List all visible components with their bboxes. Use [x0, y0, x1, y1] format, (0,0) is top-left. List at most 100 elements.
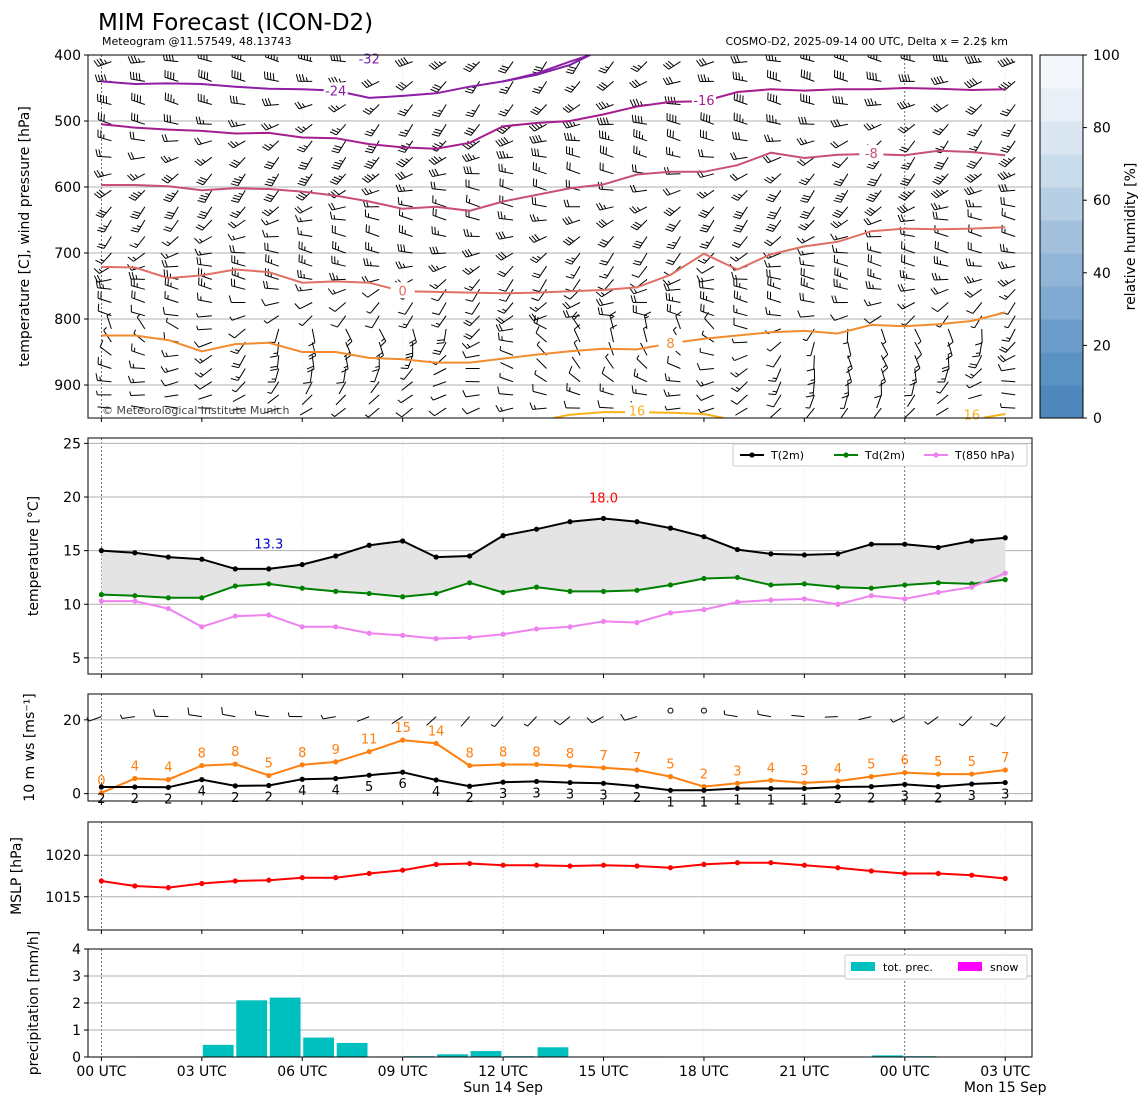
- wind-barb-feather: [803, 194, 811, 198]
- wind-barb-feather: [631, 385, 634, 393]
- wind-barb-feather: [832, 214, 840, 219]
- wind-barb: [398, 315, 414, 329]
- wind-barb-feather: [465, 333, 473, 338]
- wind-barb: [733, 317, 748, 330]
- series-line: [101, 739, 1006, 794]
- data-point: [333, 624, 339, 630]
- wind-barb: [228, 295, 246, 303]
- wind-barb-half-feather: [320, 714, 324, 720]
- wind-barb-feather: [698, 280, 701, 288]
- wind-barb-feather: [601, 82, 608, 87]
- wind-barb-staff: [231, 236, 246, 241]
- wind-barb-staff: [336, 123, 347, 136]
- wind-barb-staff: [892, 716, 906, 723]
- wind-barb-staff: [809, 394, 815, 409]
- wind-barb: [958, 716, 973, 727]
- wind-barb-half-feather: [839, 178, 844, 182]
- wind-barb: [130, 278, 145, 290]
- wind-barb-staff: [368, 394, 380, 405]
- wind-barb-feather: [966, 80, 973, 87]
- wind-barb-feather: [399, 131, 408, 135]
- wind-barb-staff: [469, 61, 480, 73]
- y-tick-label: 20: [63, 490, 81, 506]
- wind-barb: [766, 114, 781, 125]
- wind-barb-feather: [935, 55, 938, 61]
- wind-barb-half-feather: [538, 86, 543, 89]
- wind-barb-staff: [197, 299, 212, 303]
- wind-barb-staff: [469, 328, 480, 340]
- data-point: [165, 595, 171, 601]
- wind-barb-feather: [565, 276, 574, 279]
- wind-barb-feather: [331, 129, 339, 134]
- wind-barb-staff: [906, 173, 916, 186]
- wind-barb: [1000, 196, 1016, 208]
- wind-barb: [798, 116, 815, 125]
- wind-barb: [946, 328, 954, 347]
- wind-barb-feather: [946, 341, 954, 347]
- wind-barb-staff: [666, 288, 681, 292]
- wind-barb-feather: [298, 167, 306, 170]
- wind-barb-staff: [736, 394, 748, 405]
- legend-label: T(2m): [770, 449, 804, 462]
- wind-barb-feather: [1000, 172, 1006, 179]
- wind-barb-feather: [235, 96, 238, 104]
- wind-barb-staff: [231, 102, 246, 105]
- speed-label: 5: [666, 758, 674, 773]
- wind-barb-feather: [696, 267, 703, 274]
- wind-barb: [664, 405, 681, 411]
- wind-barb: [997, 57, 1016, 68]
- wind-barb-staff: [599, 313, 614, 317]
- wind-barb-feather: [464, 132, 472, 136]
- wind-barb: [497, 332, 514, 343]
- wind-barb-feather: [428, 265, 434, 272]
- wind-barb: [341, 355, 349, 373]
- wind-barb: [131, 290, 146, 303]
- wind-barb-feather: [997, 173, 1003, 180]
- wind-barb: [431, 104, 447, 117]
- wind-barb-staff: [634, 375, 648, 383]
- wind-barb: [897, 283, 915, 292]
- chart-title: MIM Forecast (ICON-D2): [98, 10, 373, 36]
- wind-barb-feather: [733, 152, 738, 160]
- wind-barb: [936, 407, 949, 416]
- wind-barb-staff: [97, 380, 112, 383]
- data-point: [132, 775, 138, 782]
- wind-barb-staff: [700, 297, 715, 303]
- wind-barb-half-feather: [499, 346, 502, 351]
- wind-barb-staff: [880, 368, 886, 383]
- wind-barb: [964, 275, 982, 284]
- wind-barb-staff: [972, 302, 983, 314]
- wind-barb: [499, 178, 514, 191]
- wind-barb-feather: [227, 120, 232, 128]
- wind-barb-staff: [500, 140, 514, 147]
- wind-barb-feather: [432, 86, 440, 91]
- data-point: [366, 630, 372, 636]
- wind-barb-feather: [308, 352, 316, 357]
- wind-barb: [163, 114, 179, 125]
- wind-barb-feather: [160, 252, 166, 259]
- wind-barb-staff: [568, 372, 581, 383]
- wind-barb-staff: [503, 302, 514, 314]
- data-point: [1002, 535, 1008, 541]
- wind-barb: [586, 716, 604, 724]
- wind-barb-staff: [1002, 173, 1016, 181]
- wind-barb: [95, 373, 112, 383]
- wind-barb-staff: [971, 368, 983, 379]
- wind-barb-staff: [735, 368, 748, 378]
- wind-barb-staff: [667, 278, 681, 286]
- wind-barb-feather: [267, 178, 275, 182]
- wind-barb-staff: [102, 206, 112, 218]
- wind-barb-feather: [598, 220, 605, 227]
- wind-barb-feather: [230, 378, 239, 381]
- wind-barb-staff: [566, 123, 581, 129]
- wind-barb-staff: [666, 394, 681, 397]
- wind-barb-feather: [231, 212, 239, 216]
- data-point: [533, 526, 540, 532]
- wind-barb-half-feather: [298, 323, 303, 327]
- wind-barb-staff: [901, 104, 915, 110]
- wind-barb-feather: [562, 310, 567, 318]
- data-point: [400, 769, 406, 775]
- wind-barb-half-feather: [1007, 81, 1012, 86]
- wind-barb-half-feather: [380, 338, 385, 342]
- wind-barb-staff: [331, 206, 346, 211]
